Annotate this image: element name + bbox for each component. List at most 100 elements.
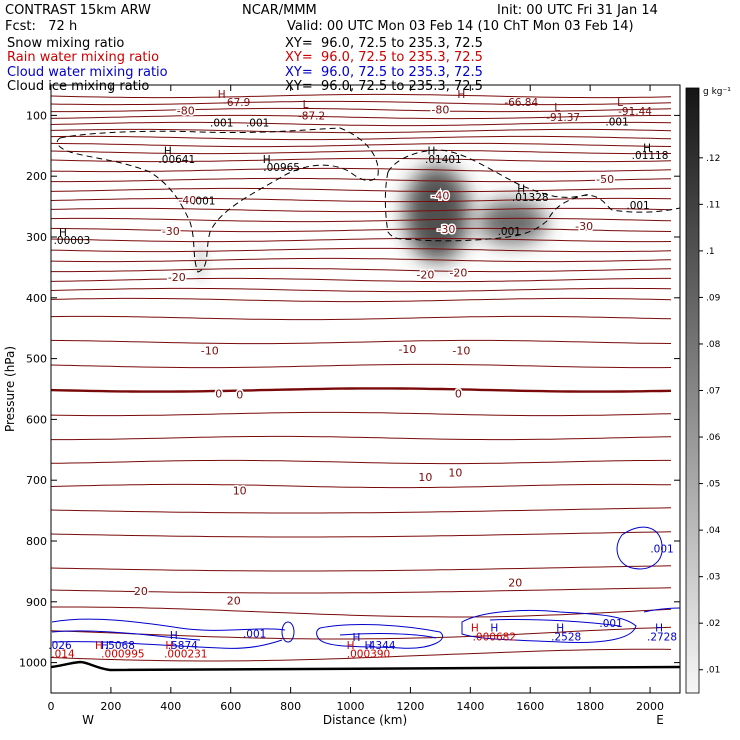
temperature-contour-line [51,287,672,293]
x-axis-west-label: W [82,713,94,727]
y-tick-label: 400 [26,292,47,305]
colorbar-tick-label: .03 [706,573,720,583]
x-tick-label: 1200 [396,700,424,713]
temperature-label: -10 [398,343,416,356]
cloud-water-east [461,607,680,643]
colorbar-ticks: .01 .02 .03 .04 .05 .06 .07 .08 .09 .1 .11 .12 [699,154,721,676]
colorbar-tick-label: .11 [706,200,720,210]
temperature-contour-line [51,142,672,148]
field-snow-name: Snow mixing ratio [7,36,125,51]
x-tick-label: 0 [48,700,55,713]
field-cloud-ice-xy: XY= 96.0, 72.5 to 235.3, 72.5 [285,79,483,94]
cloud-water-contours [51,526,680,649]
y-tick-label: 200 [26,170,47,183]
extremum-label: H [427,146,435,158]
x-axis: 0 200 400 600 800 1000 1200 1400 1600 1800 2000 [48,85,664,713]
field-cloud-ice-name: Cloud ice mixing ratio [7,79,150,94]
forecast-hour: Fcst: 72 h [5,19,78,34]
snow-shading [195,166,546,282]
cloud-ice-contour [56,127,680,273]
temperature-label: -40 [431,190,449,203]
plot-frame [50,84,681,694]
extremum-label: .00003 [54,235,91,247]
temperature-contour-line [51,227,672,233]
temperature-contour-line [51,587,672,594]
temperature-contour-line [51,363,672,369]
temperature-label: -50 [596,173,614,186]
temperature-contour-line [51,237,672,243]
extremum-label: .01118 [632,150,669,162]
extremum-label: .5874 [168,640,198,652]
extremum-label: H [517,183,525,195]
temperature-contour-line [51,626,672,640]
temperature-contour-line [51,167,672,173]
y-tick-label: 500 [26,353,47,366]
temperature-label: -30 [162,225,180,238]
extremum-label: -66.84 [504,97,538,109]
temperature-label: -20 [449,266,467,279]
extremum-label: .000682 [473,631,516,643]
colorbar-tick-label: .08 [706,340,721,350]
cloud-water-small-loop [281,621,295,643]
extremum-label: .5068 [105,640,135,652]
temperature-label: 0 [455,387,462,400]
x-axis-east-label: E [656,713,664,727]
temperature-label: -40 [178,194,196,207]
temperature-contour-line [51,315,672,321]
temperature-contour-line [51,387,672,393]
field-rain-xy: XY= 96.0, 72.5 to 235.3, 72.5 [285,50,483,65]
cloud-water-east-loop [616,526,663,570]
y-axis-label: Pressure (hPa) [3,346,17,432]
extremum-label: H [353,632,361,644]
extremum-label: H [95,640,103,652]
temperature-contour-line [51,648,672,662]
temperature-contour-line [51,197,672,203]
extremum-label: L [303,99,309,111]
colorbar-tick-label: .01 [706,666,720,676]
extremum-label: .001 [498,226,521,238]
temperature-contour-line [51,411,672,417]
x-axis-label: Distance (km) [323,713,407,727]
extremum-label: H [556,622,564,634]
temperature-label: 0 [215,387,222,400]
extremum-label: .001 [246,118,269,130]
temperature-contour-line [51,128,672,134]
extremum-label: .000390 [347,648,390,660]
x-tick-label: 1000 [337,700,365,713]
valid-time: Valid: 00 UTC Mon 03 Feb 14 (10 ChT Mon … [287,19,634,34]
ice-contour-east [384,149,680,242]
extrema-labels: H-67.9 L-87.2H-66.84 L-91.37L-91.44.001.00… [48,89,677,660]
colorbar-tick-label: .06 [706,433,721,443]
extremum-label: .001 [243,628,266,640]
temperature-contour-line [51,121,672,127]
temperature-contour-line [51,247,672,253]
temperature-contour-line [51,277,671,283]
extremum-label: .014 [51,648,75,660]
extremum-label: .001 [626,200,649,212]
extremum-label: .001 [599,618,622,630]
extremum-label: H [347,640,355,652]
temperature-contour-line [51,149,672,155]
extremum-label: H [218,89,226,101]
extremum-label: H [59,227,67,239]
extremum-label: .001 [605,116,628,128]
ice-contour-line [56,127,379,273]
extremum-label: -67.9 [223,97,250,109]
temperature-label: -80 [177,105,195,118]
center-label: NCAR/MMM [242,3,317,18]
cloud-water-west [51,618,286,649]
colorbar-tick-label: .07 [706,387,720,397]
extremum-label: -87.2 [298,110,325,122]
x-tick-label: 800 [280,700,301,713]
colorbar-tick-label: .09 [706,293,721,303]
extremum-label: H [490,622,498,634]
ground-surface [51,660,680,672]
temperature-label: 20 [227,595,241,608]
extremum-label: .2728 [647,631,677,643]
extremum-label: .000231 [164,648,207,660]
extremum-label: .001 [192,196,215,208]
temperature-label: -80 [431,103,449,116]
extremum-label: H [263,154,271,166]
cloud-water-mid [316,624,443,649]
